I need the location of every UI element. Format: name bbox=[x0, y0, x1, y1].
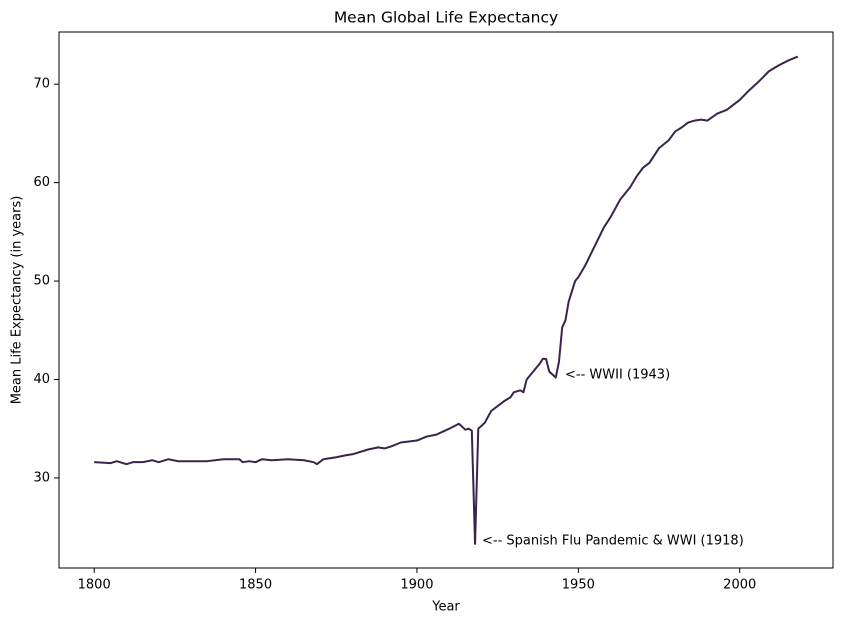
y-tick-label: 40 bbox=[33, 372, 50, 387]
y-axis-label: Mean Life Expectancy (in years) bbox=[10, 196, 25, 405]
y-tick-label: 30 bbox=[33, 470, 50, 485]
x-tick-label: 1850 bbox=[239, 578, 272, 593]
y-tick-label: 70 bbox=[33, 77, 50, 92]
x-tick-label: 1950 bbox=[562, 578, 595, 593]
plot-frame bbox=[58, 31, 834, 569]
y-tick-label: 60 bbox=[33, 175, 50, 190]
x-tick-label: 1900 bbox=[400, 578, 433, 593]
x-tick-label: 2000 bbox=[723, 578, 756, 593]
annotation: <-- Spanish Flu Pandemic & WWI (1918) bbox=[482, 534, 744, 549]
x-axis-label: Year bbox=[431, 600, 460, 615]
line bbox=[94, 55, 799, 545]
x-tick-label: 1800 bbox=[78, 578, 111, 593]
y-tick-label: 50 bbox=[33, 274, 50, 289]
chart-title: Mean Global Life Expectancy bbox=[334, 9, 558, 27]
annotation: <-- WWII (1943) bbox=[565, 368, 670, 383]
